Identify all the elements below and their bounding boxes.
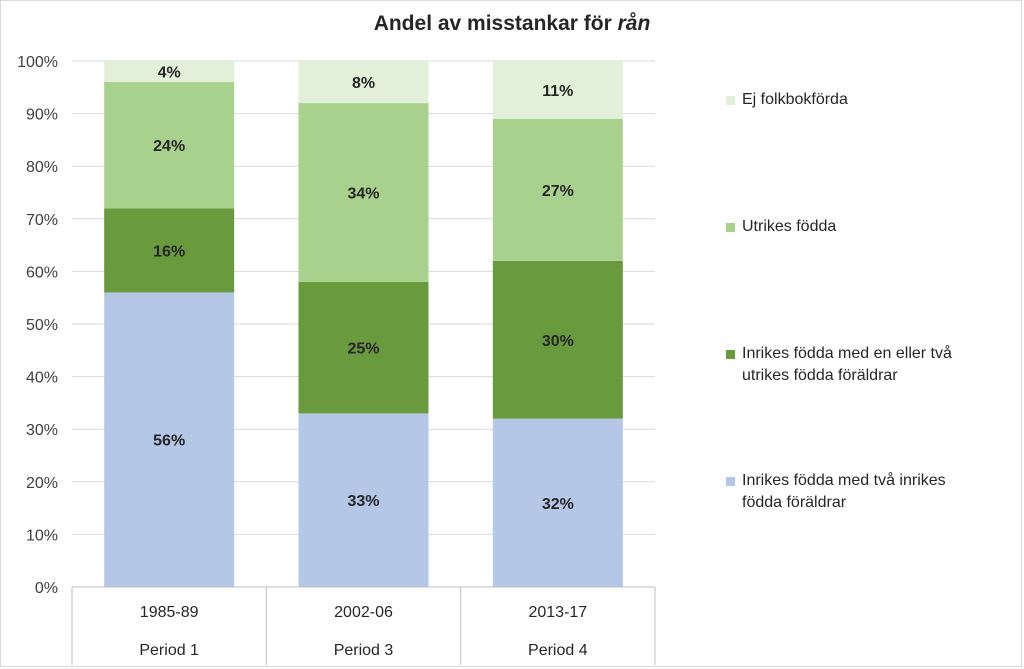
legend-label: Utrikes födda [742,218,837,235]
y-tick-label: 10% [26,527,58,544]
data-label: 11% [542,83,573,100]
chart-title-text: Andel av misstankar för [373,12,612,35]
chart-title-emphasis: rån [617,12,651,35]
data-label: 32% [542,496,574,513]
legend-swatch [726,477,735,486]
bar-segment [104,208,235,293]
legend-swatch [726,223,735,232]
x-category-label: 1985-89 [140,604,199,621]
data-label: 27% [542,183,574,200]
legend-item: Inrikes födda med två inrikes födda förä… [726,470,986,514]
x-category-label: 2002-06 [334,604,393,621]
y-tick-label: 80% [26,159,58,176]
legend-item: Inrikes födda med en eller två utrikes f… [726,343,986,387]
bar-segment [298,281,429,414]
legend-label: Inrikes födda med en eller två utrikes f… [742,345,952,384]
bar-segment [104,82,235,209]
legend-item: Utrikes födda [726,216,986,238]
bar-segment [298,413,429,587]
data-label: 56% [153,433,185,450]
x-group-label: Period 3 [334,642,394,659]
legend-swatch [726,350,735,359]
bar-segment [492,118,623,261]
bar-segment [104,292,235,587]
bar-segment [492,61,623,119]
x-group-label: Period 4 [528,642,588,659]
data-label: 34% [347,186,379,203]
y-tick-label: 40% [26,370,58,387]
data-label: 4% [158,65,181,82]
data-label: 8% [352,75,375,92]
chart-title: Andel av misstankar för rån [0,12,1024,36]
data-label: 25% [347,341,379,358]
y-tick-label: 0% [35,580,58,597]
bar-segment [298,61,429,104]
data-label: 16% [153,243,185,260]
x-group-label: Period 1 [139,642,199,659]
legend-item: Ej folkbokförda [726,89,986,111]
data-label: 24% [153,138,185,155]
y-tick-label: 60% [26,264,58,281]
bar-segment [492,418,623,587]
legend-label: Inrikes födda med två inrikes födda förä… [742,472,946,511]
bar-segment [492,260,623,419]
data-label: 33% [347,493,379,510]
y-tick-label: 20% [26,475,58,492]
x-category-label: 2013-17 [528,604,587,621]
bar-segment [104,61,235,83]
y-tick-label: 70% [26,212,58,229]
legend-label: Ej folkbokförda [742,91,848,108]
y-tick-label: 30% [26,422,58,439]
legend-swatch [726,96,735,105]
y-tick-label: 50% [26,317,58,334]
y-tick-label: 90% [26,107,58,124]
y-tick-label: 100% [17,54,58,71]
data-label: 30% [542,333,574,350]
bar-segment [298,103,429,282]
